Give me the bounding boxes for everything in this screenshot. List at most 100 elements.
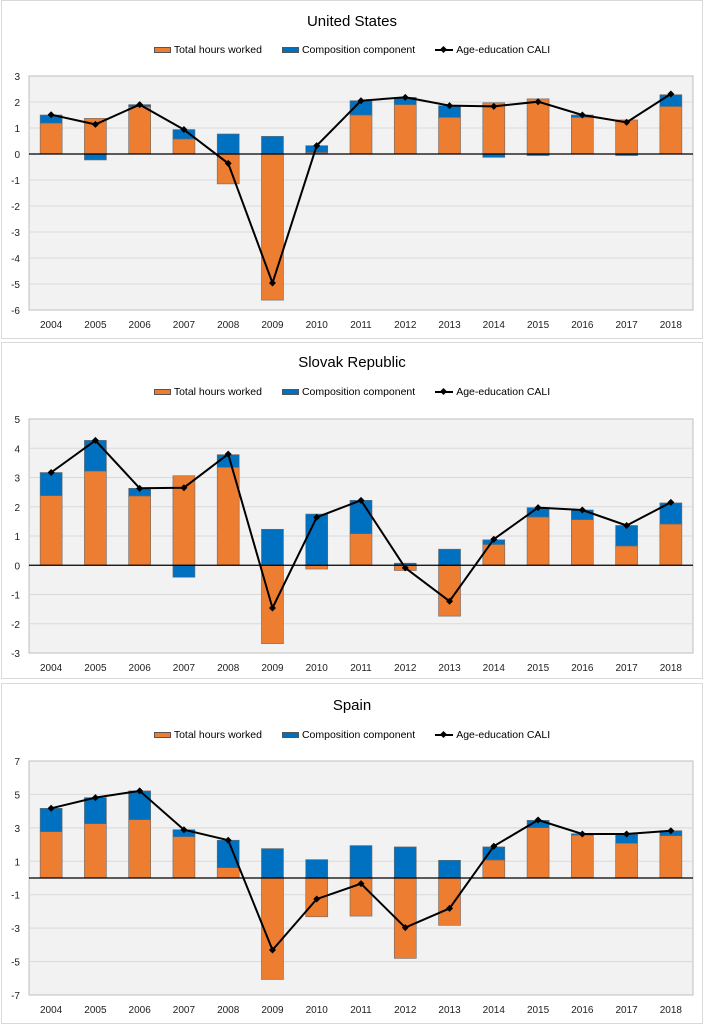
y-tick-label: -2 bbox=[11, 620, 20, 631]
y-tick-label: -3 bbox=[11, 649, 20, 660]
chart-title: Spain bbox=[332, 697, 372, 714]
bar-total-hours bbox=[659, 835, 683, 879]
line-marker-cali bbox=[401, 564, 409, 572]
x-tick-label: 2012 bbox=[394, 320, 417, 331]
x-tick-label: 2009 bbox=[261, 320, 284, 331]
line-marker-cali bbox=[313, 895, 321, 903]
x-tick-label: 2013 bbox=[438, 320, 461, 331]
bar-total-hours bbox=[526, 827, 550, 879]
legend-item-composition: Composition component bbox=[281, 729, 415, 741]
x-tick-label: 2011 bbox=[350, 663, 372, 674]
y-tick-label: -7 bbox=[11, 991, 20, 1002]
line-marker-cali bbox=[180, 826, 188, 834]
bar-composition bbox=[84, 797, 107, 824]
line-marker-cali bbox=[578, 830, 586, 838]
bar-composition bbox=[261, 136, 284, 155]
bar-composition bbox=[305, 859, 329, 879]
y-tick-label: 2 bbox=[14, 98, 20, 109]
line-marker-cali bbox=[47, 469, 55, 477]
bar-total-hours bbox=[659, 106, 683, 155]
x-tick-label: 2012 bbox=[394, 1005, 417, 1016]
line-marker-cali bbox=[667, 90, 675, 98]
y-tick-label: 5 bbox=[14, 790, 20, 801]
bar-total-hours bbox=[571, 519, 594, 566]
chart-legend: Total hours worked Composition component… bbox=[2, 386, 702, 398]
x-tick-label: 2013 bbox=[438, 1005, 461, 1016]
bar-total-hours bbox=[482, 102, 506, 155]
line-marker-cali bbox=[490, 842, 498, 850]
line-marker-cali bbox=[136, 787, 144, 795]
x-tick-label: 2016 bbox=[571, 1005, 594, 1016]
x-tick-label: 2016 bbox=[571, 663, 594, 674]
legend-item-total-hours: Total hours worked bbox=[153, 729, 262, 741]
chart-title: Slovak Republic bbox=[298, 354, 406, 371]
line-marker-cali bbox=[313, 142, 321, 150]
x-tick-label: 2013 bbox=[438, 663, 461, 674]
line-marker-cali bbox=[623, 521, 631, 529]
y-tick-label: -6 bbox=[11, 306, 20, 317]
bar-composition bbox=[349, 500, 373, 534]
y-tick-label: -4 bbox=[11, 254, 20, 265]
bar-composition bbox=[39, 808, 63, 833]
x-tick-label: 2006 bbox=[129, 663, 152, 674]
x-tick-label: 2018 bbox=[660, 1005, 683, 1016]
legend-label: Age-education CALI bbox=[456, 44, 551, 56]
bar-total-hours bbox=[172, 836, 196, 879]
legend-item-cali: Age-education CALI bbox=[435, 386, 550, 398]
x-tick-label: 2015 bbox=[527, 1005, 550, 1016]
x-tick-label: 2014 bbox=[483, 320, 506, 331]
legend-line-marker-icon bbox=[435, 388, 454, 396]
x-tick-label: 2018 bbox=[660, 663, 683, 674]
x-tick-label: 2005 bbox=[84, 1005, 107, 1016]
legend-swatch-orange bbox=[153, 732, 171, 738]
legend-item-cali: Age-education CALI bbox=[435, 729, 550, 741]
bar-total-hours bbox=[438, 877, 461, 926]
bar-composition bbox=[261, 528, 284, 566]
legend-label: Age-education CALI bbox=[456, 386, 551, 398]
x-tick-label: 2006 bbox=[129, 320, 152, 331]
bar-composition bbox=[349, 845, 373, 879]
line-marker-cali bbox=[623, 830, 631, 838]
x-tick-label: 2008 bbox=[217, 320, 240, 331]
y-tick-label: -1 bbox=[11, 176, 20, 187]
line-marker-cali bbox=[534, 504, 542, 512]
bar-total-hours bbox=[571, 834, 594, 879]
x-tick-label: 2015 bbox=[527, 320, 550, 331]
line-marker-cali bbox=[578, 506, 586, 514]
bar-total-hours bbox=[128, 495, 151, 566]
y-tick-label: 5 bbox=[14, 415, 20, 426]
legend-item-composition: Composition component bbox=[281, 386, 415, 398]
x-tick-label: 2005 bbox=[84, 663, 107, 674]
y-tick-label: 3 bbox=[14, 824, 20, 835]
bar-total-hours bbox=[84, 470, 107, 566]
bar-total-hours bbox=[172, 138, 196, 155]
line-marker-cali bbox=[490, 102, 498, 110]
line-marker-cali bbox=[534, 816, 542, 824]
bar-total-hours bbox=[615, 842, 638, 879]
legend-line-marker-icon bbox=[435, 46, 454, 54]
x-tick-label: 2006 bbox=[129, 1005, 152, 1016]
x-tick-label: 2009 bbox=[261, 663, 284, 674]
line-marker-cali bbox=[47, 111, 55, 119]
legend-swatch-orange bbox=[153, 389, 171, 395]
bar-composition bbox=[128, 790, 151, 820]
line-marker-cali bbox=[623, 118, 631, 126]
line-marker-cali bbox=[224, 159, 232, 167]
y-tick-label: 3 bbox=[14, 72, 20, 83]
y-tick-label: 4 bbox=[14, 444, 20, 455]
legend-label: Composition component bbox=[301, 44, 416, 56]
x-tick-label: 2008 bbox=[217, 663, 240, 674]
bar-total-hours bbox=[84, 823, 107, 879]
x-tick-label: 2018 bbox=[660, 320, 683, 331]
line-marker-cali bbox=[47, 804, 55, 812]
line-marker-cali bbox=[578, 111, 586, 119]
legend-label: Total hours worked bbox=[173, 729, 262, 741]
line-marker-cali bbox=[91, 436, 99, 444]
x-tick-label: 2012 bbox=[394, 663, 417, 674]
bar-total-hours bbox=[615, 545, 638, 566]
y-tick-label: -3 bbox=[11, 924, 20, 935]
line-marker-cali bbox=[357, 97, 365, 105]
x-tick-label: 2017 bbox=[615, 1005, 638, 1016]
legend-item-composition: Composition component bbox=[281, 44, 416, 56]
chart-plot: 5 4 3 2 1 0 -1 -2 -3 2004 2005 2006 2007 2008 2009 2010… bbox=[11, 415, 694, 674]
